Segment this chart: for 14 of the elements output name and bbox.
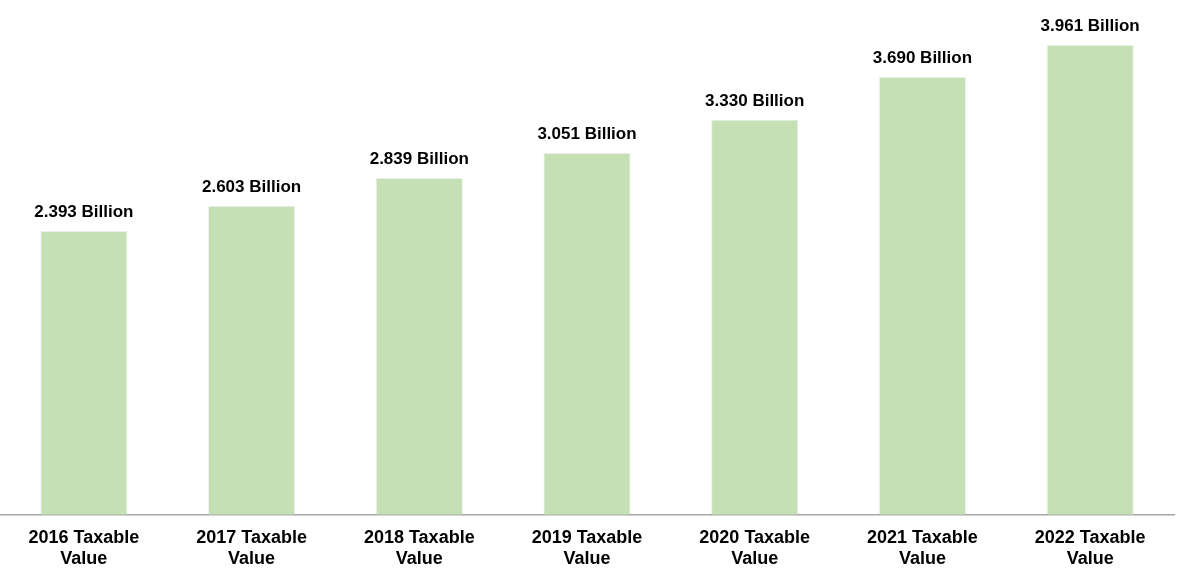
data-label: 2.603 Billion [201,177,302,197]
x-tick-label: 2020 Taxable Value [699,526,811,569]
data-label: 3.330 Billion [705,90,805,110]
data-label: 3.961 Billion [1040,15,1140,35]
x-tick-label: 2017 Taxable Value [196,526,307,569]
x-tick-label: 2019 Taxable Value [531,526,643,569]
x-tick-label: 2021 Taxable Value [867,526,978,569]
x-tick-label: 2016 Taxable Value [28,526,140,569]
x-tick-label: 2018 Taxable Value [363,526,475,569]
data-label: 2.839 Billion [369,149,469,168]
data-label: 3.051 Billion [537,123,637,143]
data-label: 3.690 Billion [872,47,973,67]
data-label: 2.393 Billion [34,201,134,221]
x-tick-label: 2022 Taxable Value [1034,526,1146,569]
